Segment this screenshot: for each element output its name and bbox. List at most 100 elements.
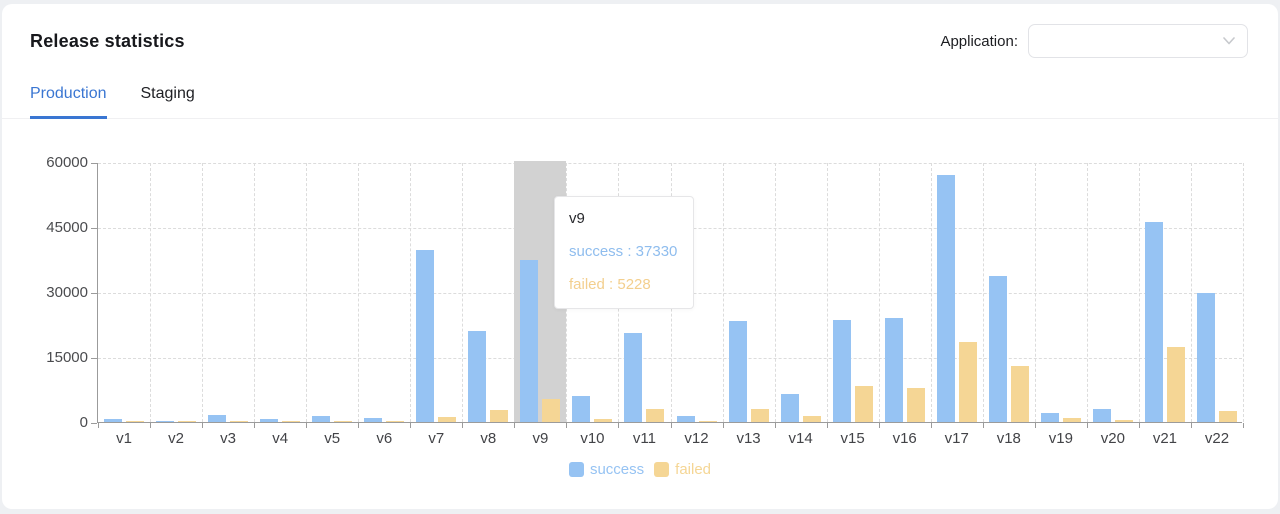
x-axis-tick: [1138, 423, 1140, 428]
x-axis-tick: [98, 423, 99, 428]
x-axis-tick: [722, 423, 724, 428]
bar-failed-v14[interactable]: [802, 415, 821, 422]
bar-success-v21[interactable]: [1144, 221, 1163, 422]
bar-success-v16[interactable]: [884, 317, 903, 422]
bar-success-v13[interactable]: [728, 321, 747, 422]
x-axis-tick: [306, 423, 308, 428]
bar-success-v5[interactable]: [312, 415, 331, 422]
bar-failed-v2[interactable]: [178, 421, 197, 422]
bar-failed-v9[interactable]: [542, 399, 561, 422]
bar-success-v14[interactable]: [780, 393, 799, 422]
x-axis-label: v10: [580, 430, 605, 447]
bar-failed-v11[interactable]: [646, 408, 665, 422]
gridline-vertical: [1243, 163, 1244, 422]
x-axis-label: v3: [220, 430, 237, 447]
bar-failed-v12[interactable]: [698, 421, 717, 422]
bar-success-v7[interactable]: [416, 249, 435, 422]
legend-swatch-failed: [654, 462, 670, 477]
tab-bar: Production Staging: [2, 85, 1278, 119]
chart-legend: success failed: [2, 461, 1278, 478]
x-axis-label: v4: [272, 430, 289, 447]
page-title: Release statistics: [30, 30, 185, 51]
x-axis-label: v2: [168, 430, 184, 447]
tab-staging[interactable]: Staging: [140, 85, 195, 102]
y-axis-tick: [91, 163, 97, 164]
release-statistics-card: Release statistics Application: Producti…: [2, 4, 1278, 509]
legend-label-success: success: [589, 461, 645, 478]
tab-production[interactable]: Production: [30, 85, 107, 119]
bar-failed-v1[interactable]: [126, 421, 144, 422]
x-axis-label: v20: [1100, 430, 1125, 447]
x-axis-tick: [1243, 423, 1244, 428]
bar-failed-v17[interactable]: [958, 341, 977, 422]
x-axis-tick: [774, 423, 776, 428]
x-axis-tick: [566, 423, 568, 428]
bar-success-v9[interactable]: [520, 260, 539, 422]
bar-success-v3[interactable]: [208, 415, 227, 422]
gridline-horizontal: [98, 358, 1242, 359]
bar-failed-v21[interactable]: [1166, 347, 1185, 422]
gridline-vertical: [722, 163, 724, 422]
gridline-vertical: [150, 163, 152, 422]
bar-failed-v22[interactable]: [1218, 411, 1237, 422]
gridline-vertical: [930, 163, 932, 422]
card-header: Release statistics Application:: [2, 4, 1278, 58]
x-axis-label: v8: [480, 430, 497, 447]
x-axis-label: v19: [1048, 430, 1073, 447]
x-axis-tick: [1190, 423, 1192, 428]
application-row: Application:: [940, 24, 1248, 58]
bar-failed-v3[interactable]: [230, 421, 249, 422]
x-axis-tick: [514, 423, 516, 428]
x-axis-label: v6: [376, 430, 393, 447]
legend-item-failed[interactable]: failed: [654, 461, 711, 478]
y-axis-label: 0: [79, 414, 88, 431]
bar-success-v1[interactable]: [104, 419, 122, 422]
bar-success-v6[interactable]: [364, 418, 383, 422]
bar-failed-v5[interactable]: [334, 420, 353, 422]
x-axis-label: v15: [840, 430, 865, 447]
bar-failed-v20[interactable]: [1114, 420, 1133, 422]
bar-success-v11[interactable]: [624, 333, 643, 422]
bar-success-v10[interactable]: [572, 396, 591, 422]
bar-failed-v13[interactable]: [750, 408, 769, 422]
bar-failed-v6[interactable]: [386, 421, 405, 422]
bar-failed-v18[interactable]: [1010, 366, 1029, 422]
x-axis-tick: [150, 423, 152, 428]
gridline-vertical: [1190, 163, 1192, 422]
y-axis-tick: [91, 293, 97, 294]
x-axis-tick: [1086, 423, 1088, 428]
bar-success-v17[interactable]: [936, 175, 955, 422]
gridline-vertical: [410, 163, 412, 422]
bar-failed-v19[interactable]: [1062, 418, 1081, 422]
bar-success-v2[interactable]: [156, 421, 175, 422]
y-axis-label: 15000: [46, 349, 88, 366]
gridline-vertical: [982, 163, 984, 422]
bar-failed-v15[interactable]: [854, 385, 873, 422]
bar-success-v4[interactable]: [260, 419, 279, 422]
bar-success-v15[interactable]: [832, 319, 851, 422]
bar-failed-v8[interactable]: [490, 410, 509, 422]
bar-failed-v16[interactable]: [906, 387, 925, 422]
y-axis-tick: [91, 423, 97, 424]
legend-item-success[interactable]: success: [568, 461, 645, 478]
bar-failed-v7[interactable]: [438, 417, 457, 422]
bar-success-v20[interactable]: [1092, 409, 1111, 422]
bar-success-v18[interactable]: [988, 276, 1007, 422]
bar-success-v22[interactable]: [1196, 292, 1215, 422]
x-axis-label: v7: [428, 430, 445, 447]
y-axis-label: 30000: [46, 284, 88, 301]
application-select[interactable]: [1028, 24, 1248, 58]
bar-success-v8[interactable]: [468, 331, 487, 422]
bar-success-v19[interactable]: [1040, 412, 1059, 422]
x-axis-label: v17: [944, 430, 969, 447]
bar-failed-v10[interactable]: [594, 419, 613, 422]
gridline-vertical: [306, 163, 308, 422]
x-axis-label: v22: [1204, 430, 1230, 447]
bar-failed-v4[interactable]: [282, 421, 301, 422]
tooltip-lines: success : 37330 failed : 5228: [569, 241, 679, 296]
x-axis-tick: [1034, 423, 1036, 428]
x-axis-tick: [254, 423, 256, 428]
y-axis-label: 45000: [46, 219, 88, 236]
x-axis-label: v14: [788, 430, 813, 447]
bar-success-v12[interactable]: [676, 416, 695, 422]
